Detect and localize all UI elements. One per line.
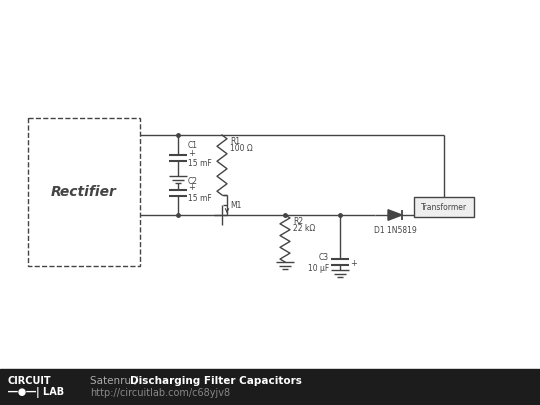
- Text: D1 1N5819: D1 1N5819: [374, 226, 416, 235]
- Text: C1: C1: [188, 141, 198, 151]
- Text: +: +: [350, 260, 357, 269]
- Text: Rectifier: Rectifier: [51, 185, 117, 199]
- Polygon shape: [388, 210, 402, 220]
- Text: C2: C2: [188, 177, 198, 185]
- FancyBboxPatch shape: [414, 197, 474, 217]
- Text: 15 mF: 15 mF: [188, 159, 212, 168]
- Text: http://circuitlab.com/c68yjv8: http://circuitlab.com/c68yjv8: [90, 388, 230, 398]
- Text: CIRCUIT: CIRCUIT: [8, 376, 52, 386]
- Text: Discharging Filter Capacitors: Discharging Filter Capacitors: [130, 376, 302, 386]
- Text: R1: R1: [230, 137, 240, 146]
- Text: +: +: [188, 149, 195, 158]
- Text: +: +: [188, 183, 195, 192]
- Text: 15 mF: 15 mF: [188, 194, 212, 203]
- Text: 22 kΩ: 22 kΩ: [293, 224, 315, 233]
- Text: ―●―| LAB: ―●―| LAB: [8, 387, 64, 398]
- Text: R2: R2: [293, 217, 303, 226]
- Bar: [0, 369, 540, 405]
- Text: Satenru /: Satenru /: [90, 376, 141, 386]
- Text: M1: M1: [230, 200, 241, 209]
- Text: C3: C3: [319, 252, 329, 262]
- Text: 100 Ω: 100 Ω: [230, 144, 253, 153]
- Text: 10 μF: 10 μF: [308, 264, 329, 273]
- Text: Transformer: Transformer: [421, 202, 467, 211]
